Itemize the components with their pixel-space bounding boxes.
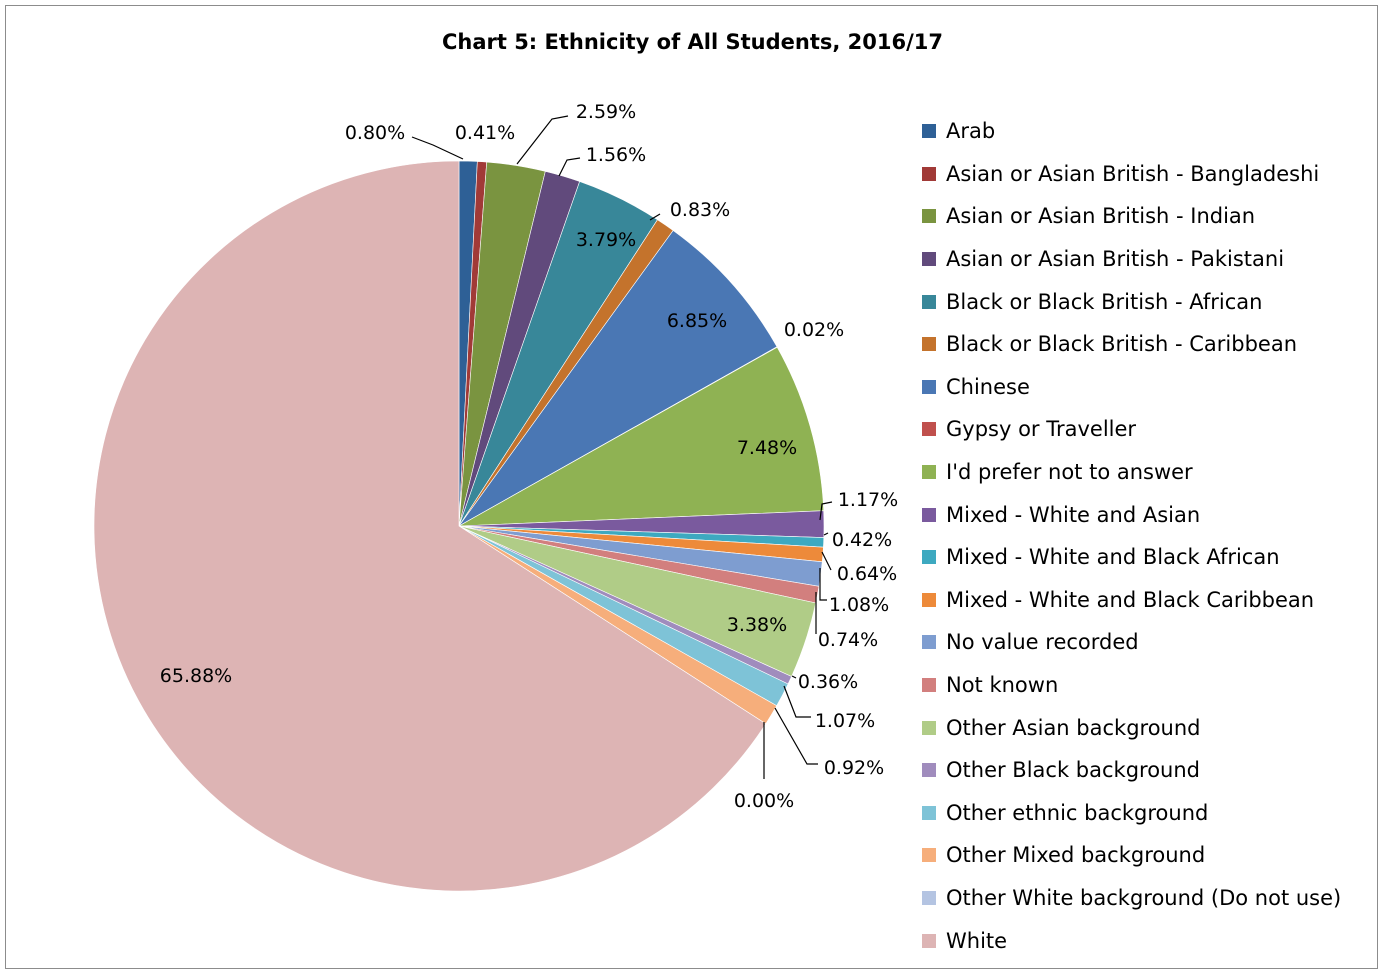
legend-label: Other Mixed background (946, 843, 1206, 868)
data-label: 1.17% (838, 489, 898, 511)
legend-item: Mixed - White and Asian (922, 493, 1341, 536)
legend-swatch (922, 763, 936, 778)
data-label: 0.42% (832, 529, 892, 551)
legend-item: I'd prefer not to answer (922, 451, 1341, 494)
legend-label: Other ethnic background (946, 800, 1209, 825)
legend-label: Asian or Asian British - Indian (946, 204, 1256, 229)
legend-swatch (922, 252, 936, 267)
legend-swatch (922, 848, 936, 863)
data-label: 0.64% (837, 563, 897, 585)
data-label: 0.92% (824, 757, 884, 779)
legend-label: Black or Black British - African (946, 289, 1263, 314)
leader-line (649, 213, 661, 221)
legend-item: Asian or Asian British - Bangladeshi (922, 153, 1341, 196)
data-label: 0.80% (345, 122, 405, 144)
data-label: 0.41% (455, 122, 515, 144)
leader-line (516, 115, 569, 165)
data-label: 0.74% (818, 629, 878, 651)
legend-swatch (922, 635, 936, 650)
leader-line (558, 157, 581, 177)
legend-label: Mixed - White and Black Caribbean (946, 587, 1315, 612)
legend-item: Not known (922, 664, 1341, 707)
data-label: 0.36% (798, 671, 858, 693)
legend-item: No value recorded (922, 621, 1341, 664)
legend-label: No value recorded (946, 630, 1139, 655)
legend-item: Arab (922, 110, 1341, 153)
legend-label: I'd prefer not to answer (946, 460, 1193, 485)
legend-swatch (922, 720, 936, 735)
legend-label: Other White background (Do not use) (946, 885, 1342, 910)
legend-swatch (922, 166, 936, 181)
leader-line (783, 685, 811, 718)
legend-swatch (922, 678, 936, 693)
legend-swatch (922, 337, 936, 352)
legend-swatch (922, 465, 936, 480)
legend-item: Other Mixed background (922, 834, 1341, 877)
legend-label: Mixed - White and Black African (946, 545, 1280, 570)
legend-item: Other ethnic background (922, 792, 1341, 835)
legend-swatch (922, 379, 936, 394)
data-label: 3.38% (727, 614, 787, 636)
legend-label: White (946, 928, 1008, 953)
legend-swatch (922, 550, 936, 565)
data-label: 3.79% (576, 229, 636, 251)
legend-swatch (922, 422, 936, 437)
pie-slice (93, 160, 767, 892)
legend-label: Other Black background (946, 758, 1200, 783)
legend-swatch (922, 507, 936, 522)
legend-swatch (922, 124, 936, 139)
legend-item: Black or Black British - Caribbean (922, 323, 1341, 366)
pie-slice (458, 346, 824, 527)
legend-swatch (922, 294, 936, 309)
data-label: 0.00% (734, 790, 794, 812)
leader-line (819, 501, 833, 521)
legend-swatch (922, 592, 936, 607)
legend-label: Asian or Asian British - Pakistani (946, 247, 1285, 272)
chart-title: Chart 5: Ethnicity of All Students, 2016… (441, 30, 944, 54)
leader-line (823, 532, 829, 536)
legend-item: Other Asian background (922, 706, 1341, 749)
legend-item: Black or Black British - African (922, 280, 1341, 323)
legend-swatch (922, 209, 936, 224)
leader-line (411, 136, 464, 160)
data-label: 0.83% (670, 199, 730, 221)
legend: Arab Asian or Asian British - Bangladeshi… (922, 110, 1341, 962)
legend-item: Mixed - White and Black Caribbean (922, 579, 1341, 622)
data-label: 7.48% (737, 437, 797, 459)
leader-line (819, 568, 827, 601)
legend-label: Black or Black British - Caribbean (946, 332, 1298, 357)
legend-item: Other Black background (922, 749, 1341, 792)
legend-label: Gypsy or Traveller (946, 417, 1137, 442)
legend-swatch (922, 805, 936, 820)
pie-slice (458, 230, 778, 527)
legend-label: Arab (946, 119, 996, 144)
legend-item: Other White background (Do not use) (922, 877, 1341, 920)
data-label: 65.88% (160, 665, 232, 687)
legend-item: White (922, 919, 1341, 962)
data-label: 6.85% (667, 310, 727, 332)
data-label: 2.59% (576, 101, 636, 123)
leader-line (791, 675, 797, 679)
legend-item: Mixed - White and Black African (922, 536, 1341, 579)
legend-item: Asian or Asian British - Indian (922, 195, 1341, 238)
legend-swatch (922, 933, 936, 948)
legend-label: Mixed - White and Asian (946, 502, 1201, 527)
legend-label: Not known (946, 673, 1059, 698)
legend-label: Chinese (946, 374, 1030, 399)
data-label: 1.07% (815, 710, 875, 732)
leader-line (821, 551, 832, 571)
legend-item: Gypsy or Traveller (922, 408, 1341, 451)
data-label: 1.08% (829, 594, 889, 616)
legend-label: Other Asian background (946, 715, 1201, 740)
data-label: 1.56% (586, 144, 646, 166)
data-label: 0.02% (784, 319, 844, 341)
legend-swatch (922, 890, 936, 905)
legend-label: Asian or Asian British - Bangladeshi (946, 161, 1320, 186)
leader-line (774, 707, 818, 765)
legend-item: Asian or Asian British - Pakistani (922, 238, 1341, 281)
legend-item: Chinese (922, 366, 1341, 409)
